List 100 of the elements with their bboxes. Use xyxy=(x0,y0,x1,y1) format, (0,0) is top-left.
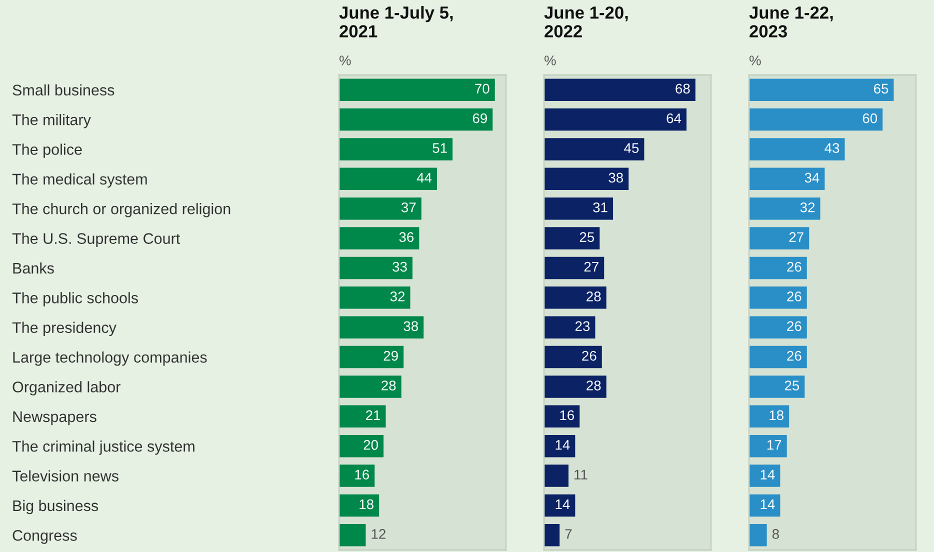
data-label: 36 xyxy=(399,232,414,242)
bar xyxy=(749,346,807,368)
data-label: 21 xyxy=(366,410,380,420)
data-label: 28 xyxy=(586,380,601,390)
data-label: 38 xyxy=(404,321,418,332)
data-label: 18 xyxy=(360,499,374,510)
bar xyxy=(749,286,807,309)
data-label: 16 xyxy=(560,410,574,420)
data-label: 33 xyxy=(392,262,407,272)
bar xyxy=(749,376,805,398)
data-label: 18 xyxy=(770,410,784,420)
data-label: 69 xyxy=(472,113,487,124)
data-label: 8 xyxy=(772,529,779,539)
bar xyxy=(544,168,629,190)
y-tick-label: Newspapers xyxy=(13,411,96,426)
bar xyxy=(749,138,845,160)
bar xyxy=(544,108,687,131)
data-label: 26 xyxy=(787,262,802,272)
bar xyxy=(544,464,568,487)
bar xyxy=(339,256,412,280)
data-label: 38 xyxy=(608,172,623,183)
bar xyxy=(749,494,780,517)
data-label: 26 xyxy=(787,321,802,332)
bar xyxy=(339,494,380,517)
data-label: 11 xyxy=(574,470,588,480)
y-tick-label: The church or organized religion xyxy=(12,203,230,218)
data-label: 27 xyxy=(584,262,598,272)
bar xyxy=(339,405,386,428)
data-label: 32 xyxy=(390,292,405,302)
data-label: 28 xyxy=(586,292,601,302)
y-tick-label: The military xyxy=(12,114,91,128)
bar xyxy=(749,78,894,101)
chart-title: June 1-22, 2023 xyxy=(749,6,833,38)
data-label: 25 xyxy=(784,380,800,390)
data-label: 14 xyxy=(556,440,570,450)
y-tick-label: The public schools xyxy=(12,292,138,306)
bar xyxy=(749,168,825,190)
y-tick-label: Organized labor xyxy=(12,381,120,396)
bar xyxy=(544,78,696,101)
data-label: 17 xyxy=(767,440,782,450)
bar xyxy=(749,434,787,458)
data-label: 32 xyxy=(800,202,815,212)
y-tick-label: The presidency xyxy=(12,322,116,336)
chart-title: June 1-July 5, 2021 xyxy=(339,6,453,38)
y-tick-label: Television news xyxy=(12,470,118,482)
x-axis-title: % xyxy=(544,56,556,66)
y-tick-label: The police xyxy=(12,144,82,158)
data-label: 26 xyxy=(787,292,802,302)
bar xyxy=(544,197,614,220)
bar xyxy=(749,316,807,338)
data-label: 12 xyxy=(372,529,386,539)
data-label: 70 xyxy=(475,84,490,94)
bar xyxy=(339,464,375,487)
bar xyxy=(544,405,580,428)
data-label: 65 xyxy=(874,84,888,94)
x-axis-title: % xyxy=(339,56,351,66)
bar xyxy=(339,108,493,131)
data-label: 7 xyxy=(565,529,572,539)
y-tick-label: Small business xyxy=(12,84,114,96)
bar xyxy=(544,227,600,250)
bar xyxy=(749,227,810,250)
data-label: 45 xyxy=(624,143,639,153)
bar xyxy=(339,197,422,220)
bar xyxy=(544,434,576,458)
data-label: 26 xyxy=(582,350,596,361)
y-tick-label: The medical system xyxy=(12,173,147,188)
chart-title: June 1-20, 2022 xyxy=(544,6,628,38)
data-label: 14 xyxy=(556,500,570,510)
data-label: 27 xyxy=(789,232,804,242)
x-axis-title: % xyxy=(749,56,761,66)
bar xyxy=(749,405,790,428)
data-label: 20 xyxy=(364,440,378,450)
data-label: 64 xyxy=(666,113,682,124)
y-tick-label: Large technology companies xyxy=(13,351,207,366)
data-label: 29 xyxy=(384,350,398,361)
bar xyxy=(544,494,576,517)
bar xyxy=(544,316,596,338)
bar xyxy=(544,286,606,309)
bar xyxy=(749,197,820,220)
data-label: 34 xyxy=(804,172,820,183)
bar xyxy=(749,464,780,487)
data-label: 44 xyxy=(416,172,432,182)
bar xyxy=(339,346,404,368)
data-label: 31 xyxy=(593,202,608,212)
bar xyxy=(339,78,495,101)
bar xyxy=(339,138,453,160)
y-tick-label: The U.S. Supreme Court xyxy=(12,232,180,247)
bar xyxy=(749,256,807,280)
data-label: 60 xyxy=(862,113,878,124)
bar xyxy=(339,286,410,309)
data-label: 28 xyxy=(382,380,396,390)
data-label: 16 xyxy=(355,470,370,480)
bar xyxy=(544,138,644,160)
data-label: 37 xyxy=(401,202,416,212)
bar xyxy=(339,168,437,190)
y-tick-label: Big business xyxy=(13,500,98,514)
bar xyxy=(339,434,384,458)
bar xyxy=(544,376,606,398)
data-label: 14 xyxy=(760,500,775,510)
bar xyxy=(339,227,420,250)
